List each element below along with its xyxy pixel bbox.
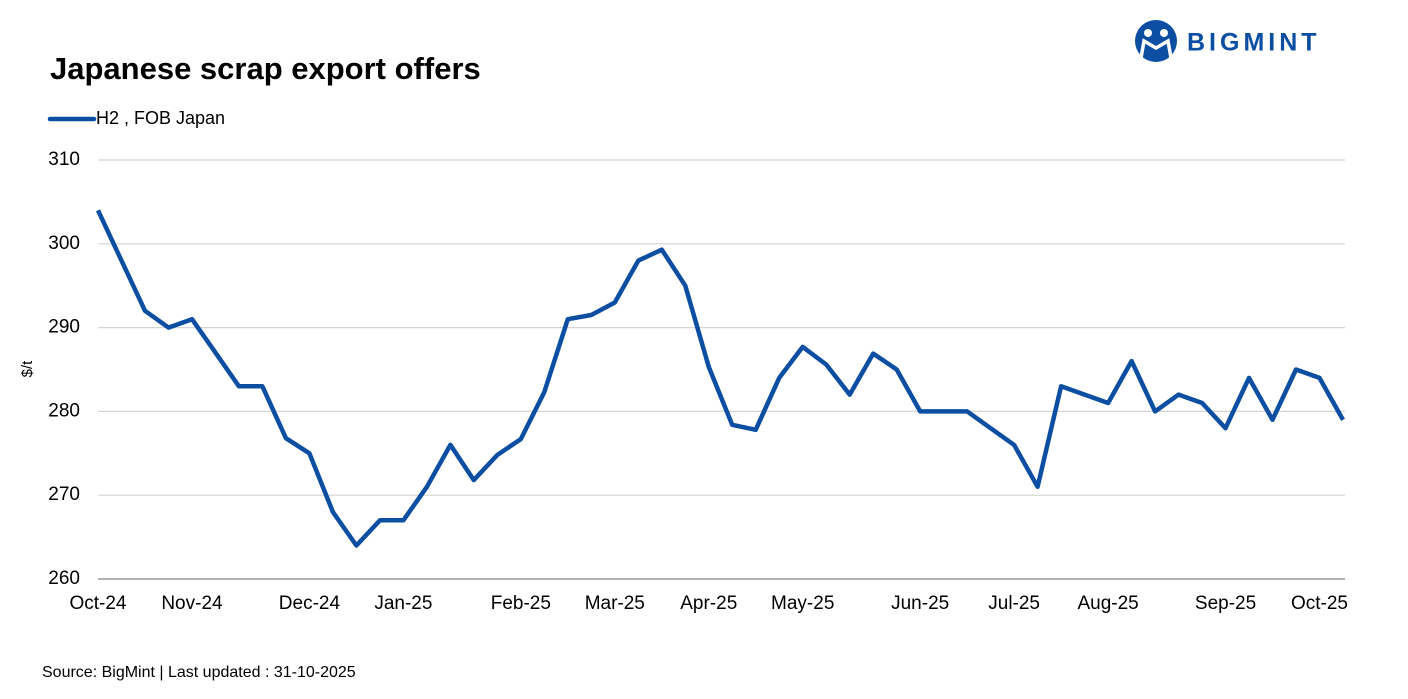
y-tick-label: 310	[48, 149, 80, 170]
source-note: Source: BigMint | Last updated : 31-10-2…	[42, 664, 356, 681]
logo-icon-body	[1139, 38, 1173, 59]
x-tick-label: Oct-24	[69, 593, 126, 614]
x-tick-label: Apr-25	[680, 593, 737, 614]
x-tick-label: Nov-24	[161, 593, 223, 614]
x-tick-label: Jan-25	[374, 593, 432, 614]
y-tick-label: 290	[48, 317, 80, 338]
y-tick-label: 280	[48, 400, 80, 421]
logo-icon-head	[1160, 29, 1168, 37]
y-tick-label: 270	[48, 484, 80, 505]
brand-name: BIGMINT	[1187, 29, 1321, 57]
x-tick-label: Dec-24	[279, 593, 341, 614]
legend-label: H2 , FOB Japan	[96, 108, 225, 128]
data-line	[95, 209, 1345, 548]
x-tick-label: Sep-25	[1195, 593, 1256, 614]
y-tick-label: 260	[48, 568, 80, 589]
x-tick-label: Feb-25	[491, 593, 551, 614]
x-tick-label: Jun-25	[891, 593, 949, 614]
x-tick-label: Jul-25	[988, 593, 1040, 614]
x-tick-label: Aug-25	[1077, 593, 1138, 614]
x-tick-label: May-25	[771, 593, 834, 614]
chart-title: Japanese scrap export offers	[50, 51, 481, 86]
logo-icon-head	[1144, 29, 1152, 37]
logo: BIGMINT	[1135, 20, 1321, 62]
x-tick-label: Oct-25	[1291, 593, 1348, 614]
x-tick-label: Mar-25	[585, 593, 645, 614]
y-tick-label: 300	[48, 233, 80, 254]
y-axis-label: $/t	[19, 360, 36, 378]
